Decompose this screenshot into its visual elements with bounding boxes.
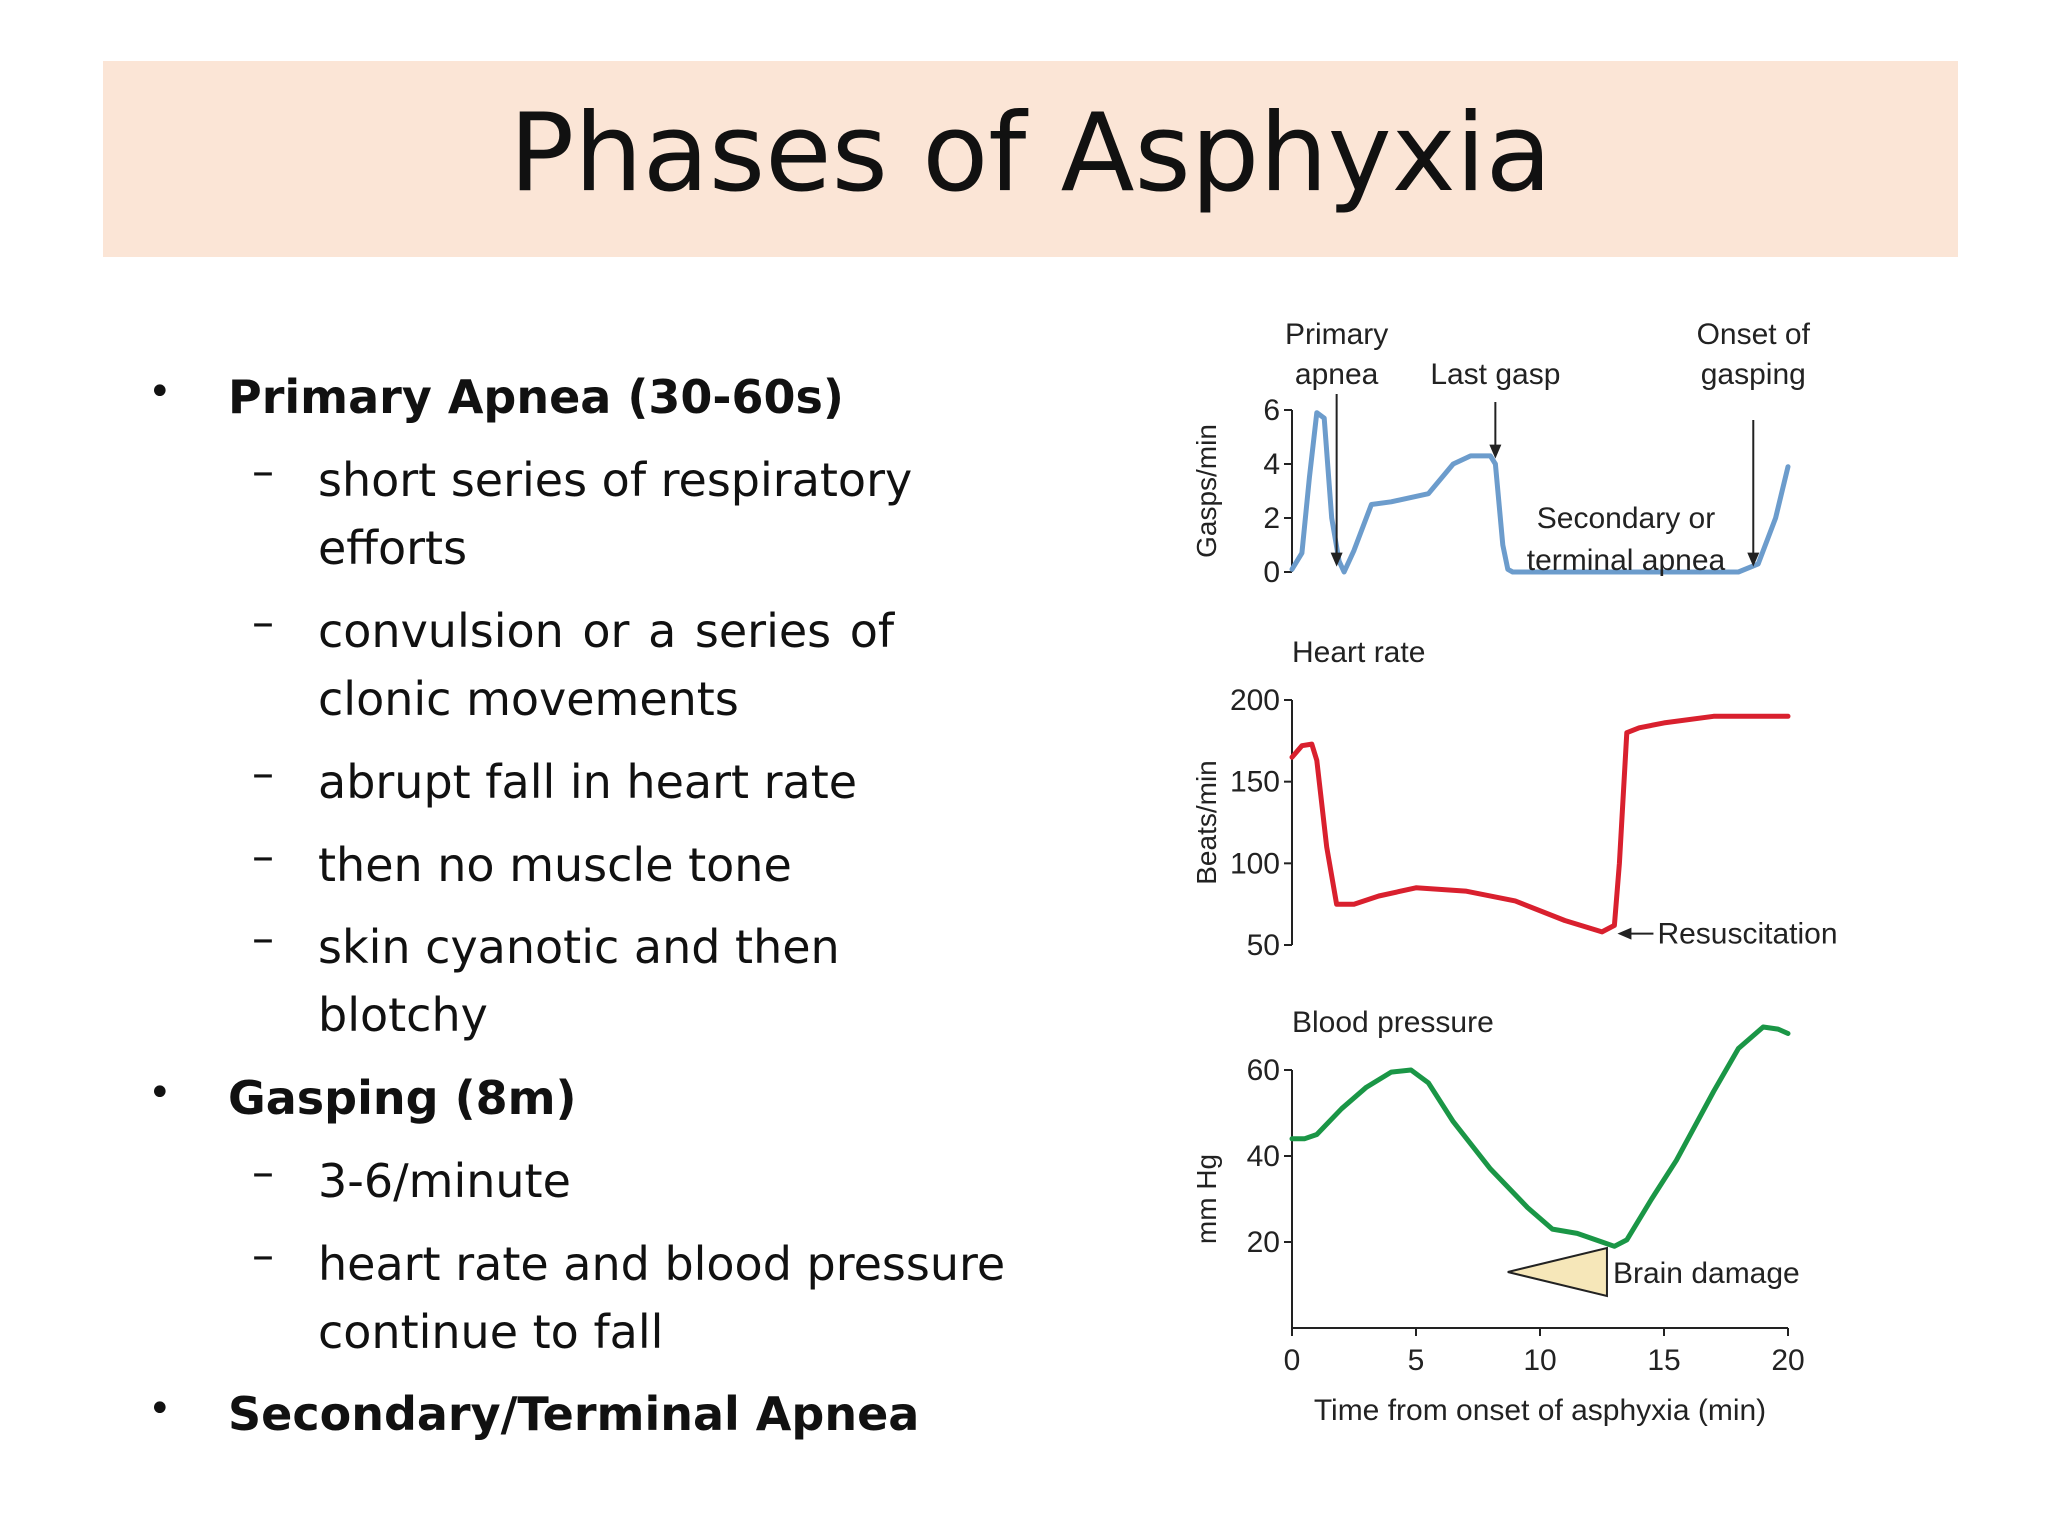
- resuscitation-label: Resuscitation: [1657, 918, 1837, 951]
- dash-marker: –: [252, 597, 274, 648]
- dash-marker: –: [252, 1230, 274, 1281]
- heart-rate-y-tick-label: 100: [1230, 847, 1280, 880]
- secondary-apnea-label: Secondary or: [1537, 502, 1715, 535]
- dash-marker: –: [252, 831, 274, 882]
- sub-item-line: efforts: [318, 521, 468, 575]
- gasps-y-tick-label: 4: [1263, 448, 1280, 481]
- sub-item-line: continue to fall: [318, 1305, 664, 1359]
- onset-of-gasping-label: gasping: [1701, 358, 1806, 391]
- gasps-y-tick-label: 2: [1263, 502, 1280, 535]
- resuscitation-arrow-head: [1617, 927, 1632, 940]
- asphyxia-chart: 0 2 4 6 Gasps/min 50 100 150 200 Beats/min Heart r…: [1180, 270, 1840, 1450]
- dash-marker: –: [252, 913, 274, 964]
- bullet-label: Secondary/Terminal Apnea: [228, 1387, 920, 1441]
- last-gasp-arrow-head: [1489, 444, 1502, 459]
- bullet-label: Gasping (8m): [228, 1071, 577, 1125]
- gasps-series-line: [1289, 410, 1791, 575]
- title-band: Phases of Asphyxia: [103, 61, 1958, 257]
- blood-pressure-series-line: [1289, 1024, 1791, 1249]
- blood-pressure-y-tick-label: 20: [1247, 1226, 1280, 1259]
- dash-marker: –: [252, 748, 274, 799]
- bullet-marker: •: [148, 1070, 172, 1116]
- blood-pressure-panel-title: Blood pressure: [1292, 1006, 1494, 1039]
- blood-pressure-y-tick-label: 60: [1247, 1054, 1280, 1087]
- gasps-y-tick-label: 6: [1263, 394, 1280, 427]
- bullet-marker: •: [148, 369, 172, 415]
- x-tick-label: 15: [1647, 1344, 1680, 1377]
- onset-gasping-arrow-head: [1747, 552, 1760, 567]
- sub-item-line: blotchy: [318, 988, 488, 1042]
- bullet-label: Primary Apnea (30-60s): [228, 370, 844, 424]
- sub-item-line: convulsion or a series of: [318, 604, 895, 658]
- x-tick-label: 0: [1284, 1344, 1301, 1377]
- dash-marker: –: [252, 1147, 274, 1198]
- heart-rate-y-label: Beats/min: [1191, 760, 1222, 885]
- x-axis-label: Time from onset of asphyxia (min): [1314, 1394, 1766, 1427]
- sub-item-line: abrupt fall in heart rate: [318, 755, 858, 809]
- primary-apnea-label: apnea: [1295, 358, 1379, 391]
- x-tick-label: 5: [1408, 1344, 1425, 1377]
- primary-apnea-label: Primary: [1285, 318, 1388, 351]
- sub-item-line: clonic movements: [318, 672, 739, 726]
- gasps-y-tick-label: 0: [1263, 556, 1280, 589]
- onset-of-gasping-label: Onset of: [1697, 318, 1811, 351]
- blood-pressure-y-tick-label: 40: [1247, 1140, 1280, 1173]
- sub-item-line: skin cyanotic and then: [318, 920, 840, 974]
- heart-rate-y-tick-label: 200: [1230, 684, 1280, 717]
- bullet-list: • Primary Apnea (30-60s) – short series …: [148, 369, 1006, 1441]
- sub-item-line: short series of respiratory: [318, 453, 913, 507]
- heart-rate-panel-title: Heart rate: [1292, 636, 1425, 669]
- heart-rate-y-tick-label: 150: [1230, 766, 1280, 799]
- primary-apnea-arrow-head: [1330, 552, 1343, 567]
- gasps-y-label: Gasps/min: [1191, 424, 1222, 558]
- sub-item-line: then no muscle tone: [318, 838, 792, 892]
- x-tick-label: 10: [1523, 1344, 1556, 1377]
- heart-rate-series-line: [1289, 713, 1791, 935]
- sub-item-line: heart rate and blood pressure: [318, 1237, 1006, 1291]
- dash-marker: –: [252, 446, 274, 497]
- sub-item-line: 3-6/minute: [318, 1154, 571, 1208]
- blood-pressure-y-label: mm Hg: [1191, 1154, 1222, 1244]
- brain-damage-label: Brain damage: [1613, 1257, 1800, 1290]
- heart-rate-y-tick-label: 50: [1247, 929, 1280, 962]
- brain-damage-wedge: [1507, 1246, 1608, 1298]
- bullet-marker: •: [148, 1386, 172, 1432]
- last-gasp-label: Last gasp: [1430, 358, 1560, 391]
- x-tick-label: 20: [1771, 1344, 1804, 1377]
- slide-title: Phases of Asphyxia: [509, 91, 1552, 216]
- secondary-apnea-label: terminal apnea: [1527, 544, 1726, 577]
